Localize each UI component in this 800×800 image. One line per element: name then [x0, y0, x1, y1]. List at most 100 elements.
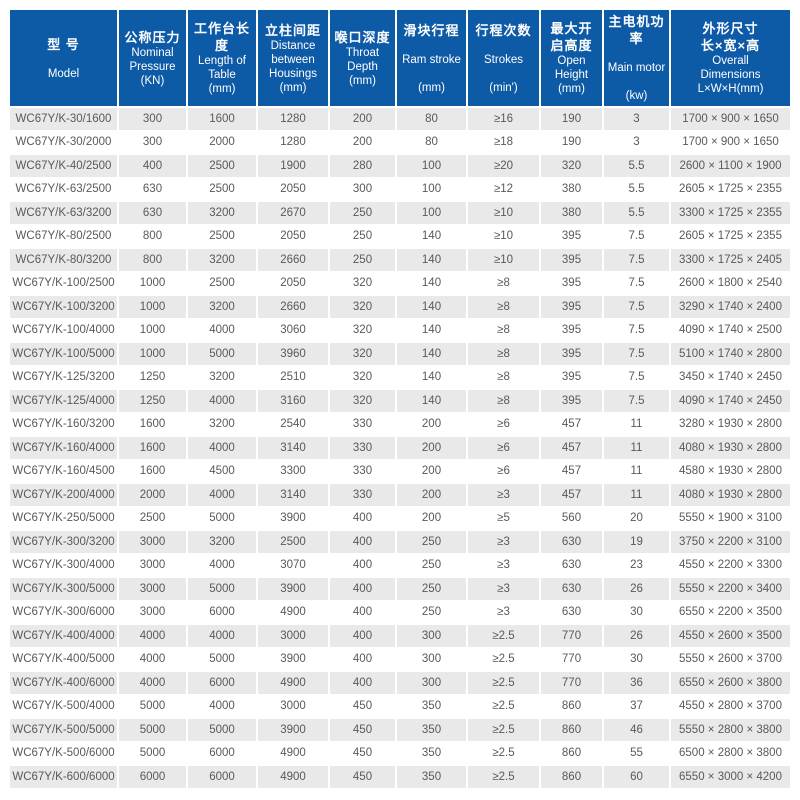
cell-table-length: 5000: [188, 719, 256, 741]
cell-dimensions: 4080 × 1930 × 2800: [671, 437, 790, 459]
cell-strokes: ≥6: [468, 413, 539, 435]
cell-open-height: 457: [541, 413, 602, 435]
cell-housings: 3000: [258, 695, 328, 717]
cell-table-length: 3200: [188, 249, 256, 271]
header-line: Pressure: [129, 60, 176, 73]
cell-throat-depth: 400: [330, 507, 395, 529]
cell-model: WC67Y/K-500/6000: [10, 742, 117, 764]
cell-ram-stroke: 200: [397, 413, 466, 435]
cell-throat-depth: 400: [330, 554, 395, 576]
cell-strokes: ≥6: [468, 437, 539, 459]
cell-empty: [468, 789, 539, 800]
cell-housings: 3160: [258, 390, 328, 412]
cell-main-motor: 20: [604, 507, 669, 529]
header-line: (mm): [208, 83, 236, 95]
cell-strokes: ≥2.5: [468, 695, 539, 717]
header-line-spacer: [469, 39, 538, 53]
cell-dimensions: 6550 × 2200 × 3500: [671, 601, 790, 623]
cell-throat-depth: 400: [330, 625, 395, 647]
table-row: WC67Y/K-400/6000 4000 6000 4900 400 300 ≥2.5 77…: [10, 672, 790, 694]
cell-ram-stroke: 200: [397, 437, 466, 459]
cell-model: WC67Y/K-300/6000: [10, 601, 117, 623]
cell-open-height: 770: [541, 672, 602, 694]
cell-throat-depth: 320: [330, 319, 395, 341]
cell-main-motor: 7.5: [604, 225, 669, 247]
cell-ram-stroke: 80: [397, 108, 466, 130]
table-row: WC67Y/K-400/4000 4000 4000 3000 400 300 ≥2.5 77…: [10, 625, 790, 647]
column-header-housings: 立柱间距 Distance between Housings (mm): [258, 10, 328, 106]
cell-table-length: 4000: [188, 319, 256, 341]
cell-model: WC67Y/K-300/5000: [10, 578, 117, 600]
cell-pressure: 3000: [119, 601, 186, 623]
cell-pressure: 800: [119, 249, 186, 271]
cell-strokes: ≥10: [468, 202, 539, 224]
header-line: between: [271, 53, 315, 66]
cell-pressure: 1600: [119, 460, 186, 482]
cell-empty: [188, 789, 256, 800]
cell-pressure: 300: [119, 131, 186, 153]
cell-ram-stroke: 140: [397, 319, 466, 341]
cell-housings: 4900: [258, 601, 328, 623]
cell-pressure: 2000: [119, 484, 186, 506]
cell-model: WC67Y/K-160/4500: [10, 460, 117, 482]
cell-empty: [397, 789, 466, 800]
table-row: WC67Y/K-200/4000 2000 4000 3140 330 200 ≥3 457 1…: [10, 484, 790, 506]
column-header-table-length: 工作台长度 Length of Table (mm): [188, 10, 256, 106]
cell-ram-stroke: 140: [397, 296, 466, 318]
header-line: Open: [557, 55, 586, 67]
cell-empty: [330, 789, 395, 800]
cell-model: WC67Y/K-100/3200: [10, 296, 117, 318]
cell-strokes: ≥10: [468, 225, 539, 247]
cell-model: WC67Y/K-400/6000: [10, 672, 117, 694]
cell-housings: 3140: [258, 437, 328, 459]
cell-open-height: 630: [541, 578, 602, 600]
cell-open-height: 395: [541, 272, 602, 294]
cell-main-motor: 55: [604, 742, 669, 764]
cell-main-motor: 3: [604, 108, 669, 130]
cell-open-height: 380: [541, 178, 602, 200]
header-line: (mm): [349, 74, 376, 87]
cell-open-height: 630: [541, 601, 602, 623]
cell-model: WC67Y/K-100/4000: [10, 319, 117, 341]
cell-model: WC67Y/K-100/2500: [10, 272, 117, 294]
cell-strokes: ≥8: [468, 366, 539, 388]
cell-main-motor: 5.5: [604, 178, 669, 200]
cell-open-height: 860: [541, 766, 602, 788]
header-line: 长×宽×高: [700, 38, 761, 53]
column-header-open-height: 最大开 启高度 Open Height (mm): [541, 10, 602, 106]
cell-throat-depth: 300: [330, 178, 395, 200]
cell-dimensions: 1700 × 900 × 1650: [671, 108, 790, 130]
cell-dimensions: 3300 × 1725 × 2355: [671, 202, 790, 224]
cell-model: WC67Y/K-400/5000: [10, 648, 117, 670]
column-header-strokes: 行程次数 Strokes (min'): [468, 10, 539, 106]
cell-main-motor: 5.5: [604, 155, 669, 177]
cell-main-motor: 11: [604, 413, 669, 435]
cell-dimensions: 3280 × 1930 × 2800: [671, 413, 790, 435]
cell-dimensions: 6550 × 2600 × 3800: [671, 672, 790, 694]
cell-model: WC67Y/K-40/2500: [10, 155, 117, 177]
header-row: 型 号 Model 公称压力 Nominal Pressure (KN) 工作台长度 Leng…: [10, 10, 790, 106]
table-row: WC67Y/K-160/4000 1600 4000 3140 330 200 ≥6 457 1…: [10, 437, 790, 459]
column-header-throat-depth: 喉口深度 Throat Depth (mm): [330, 10, 395, 106]
header-line: Nominal: [131, 46, 174, 59]
cell-main-motor: 11: [604, 437, 669, 459]
cell-main-motor: 7.5: [604, 296, 669, 318]
header-line: Overall: [712, 55, 749, 67]
cell-pressure: 1600: [119, 413, 186, 435]
cell-table-length: 1600: [188, 108, 256, 130]
cell-housings: 2660: [258, 249, 328, 271]
cell-strokes: ≥20: [468, 155, 539, 177]
header-line: 立柱间距: [264, 22, 321, 38]
header-line: 外形尺寸: [702, 21, 759, 36]
header-line: Throat: [345, 46, 380, 59]
cell-housings: 1280: [258, 108, 328, 130]
header-line: Housings: [269, 67, 317, 80]
cell-strokes: ≥3: [468, 531, 539, 553]
cell-ram-stroke: 250: [397, 531, 466, 553]
cell-table-length: 2500: [188, 178, 256, 200]
cell-throat-depth: 320: [330, 272, 395, 294]
table-row-spacer: [10, 789, 790, 800]
cell-main-motor: 11: [604, 460, 669, 482]
cell-pressure: 630: [119, 202, 186, 224]
cell-table-length: 6000: [188, 672, 256, 694]
